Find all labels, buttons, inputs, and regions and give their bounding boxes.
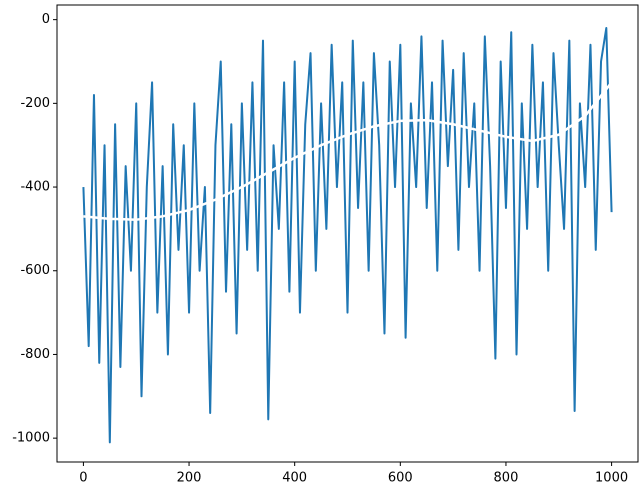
- y-tick-label: -400: [20, 180, 50, 195]
- y-tick-label: -800: [20, 347, 50, 362]
- x-tick-label: 0: [79, 471, 87, 484]
- x-tick-label: 400: [282, 471, 307, 484]
- y-tick-label: 0: [42, 12, 50, 27]
- x-tick-label: 1000: [595, 471, 628, 484]
- x-tick-label: 200: [177, 471, 202, 484]
- x-tick-label: 800: [494, 471, 519, 484]
- y-tick-label: -200: [20, 96, 50, 111]
- series-line: [82, 27, 613, 444]
- plot-frame: [56, 4, 639, 463]
- x-tick-label: 600: [388, 471, 413, 484]
- series-line: [83, 81, 613, 221]
- y-tick-label: -1000: [12, 431, 50, 446]
- y-tick-label: -600: [20, 263, 50, 278]
